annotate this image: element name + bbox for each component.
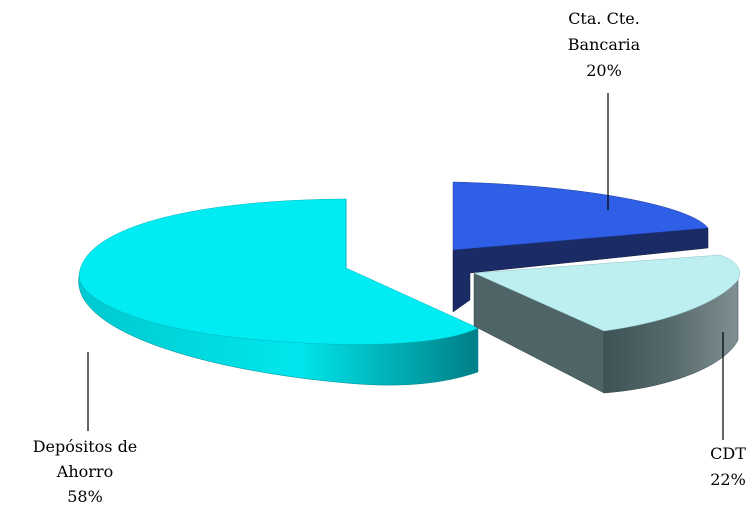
label-cta-cte-bancaria-percent: 20%	[586, 61, 622, 80]
label-cdt-percent: 22%	[710, 470, 746, 489]
slice-cta-cte-bancaria	[452, 181, 709, 313]
label-cta-cte-bancaria-line-1: Cta. Cte.	[568, 9, 640, 28]
slice-cta-cte-bancaria-top	[452, 181, 709, 251]
label-cdt-line-1: CDT	[710, 444, 746, 463]
label-cdt: CDT 22%	[710, 444, 746, 489]
slice-depositos-ahorro-top	[78, 198, 479, 345]
label-depositos-ahorro: Depósitos de Ahorro 58%	[33, 437, 138, 506]
label-depositos-ahorro-line-2: Ahorro	[56, 462, 113, 481]
label-cta-cte-bancaria: Cta. Cte. Bancaria 20%	[568, 9, 641, 80]
label-depositos-ahorro-line-1: Depósitos de	[33, 437, 138, 456]
slice-depositos-ahorro	[78, 198, 479, 386]
slice-cdt	[473, 254, 740, 394]
label-cta-cte-bancaria-line-2: Bancaria	[568, 35, 641, 54]
label-depositos-ahorro-percent: 58%	[67, 487, 103, 506]
slice-cdt-top	[473, 254, 740, 332]
